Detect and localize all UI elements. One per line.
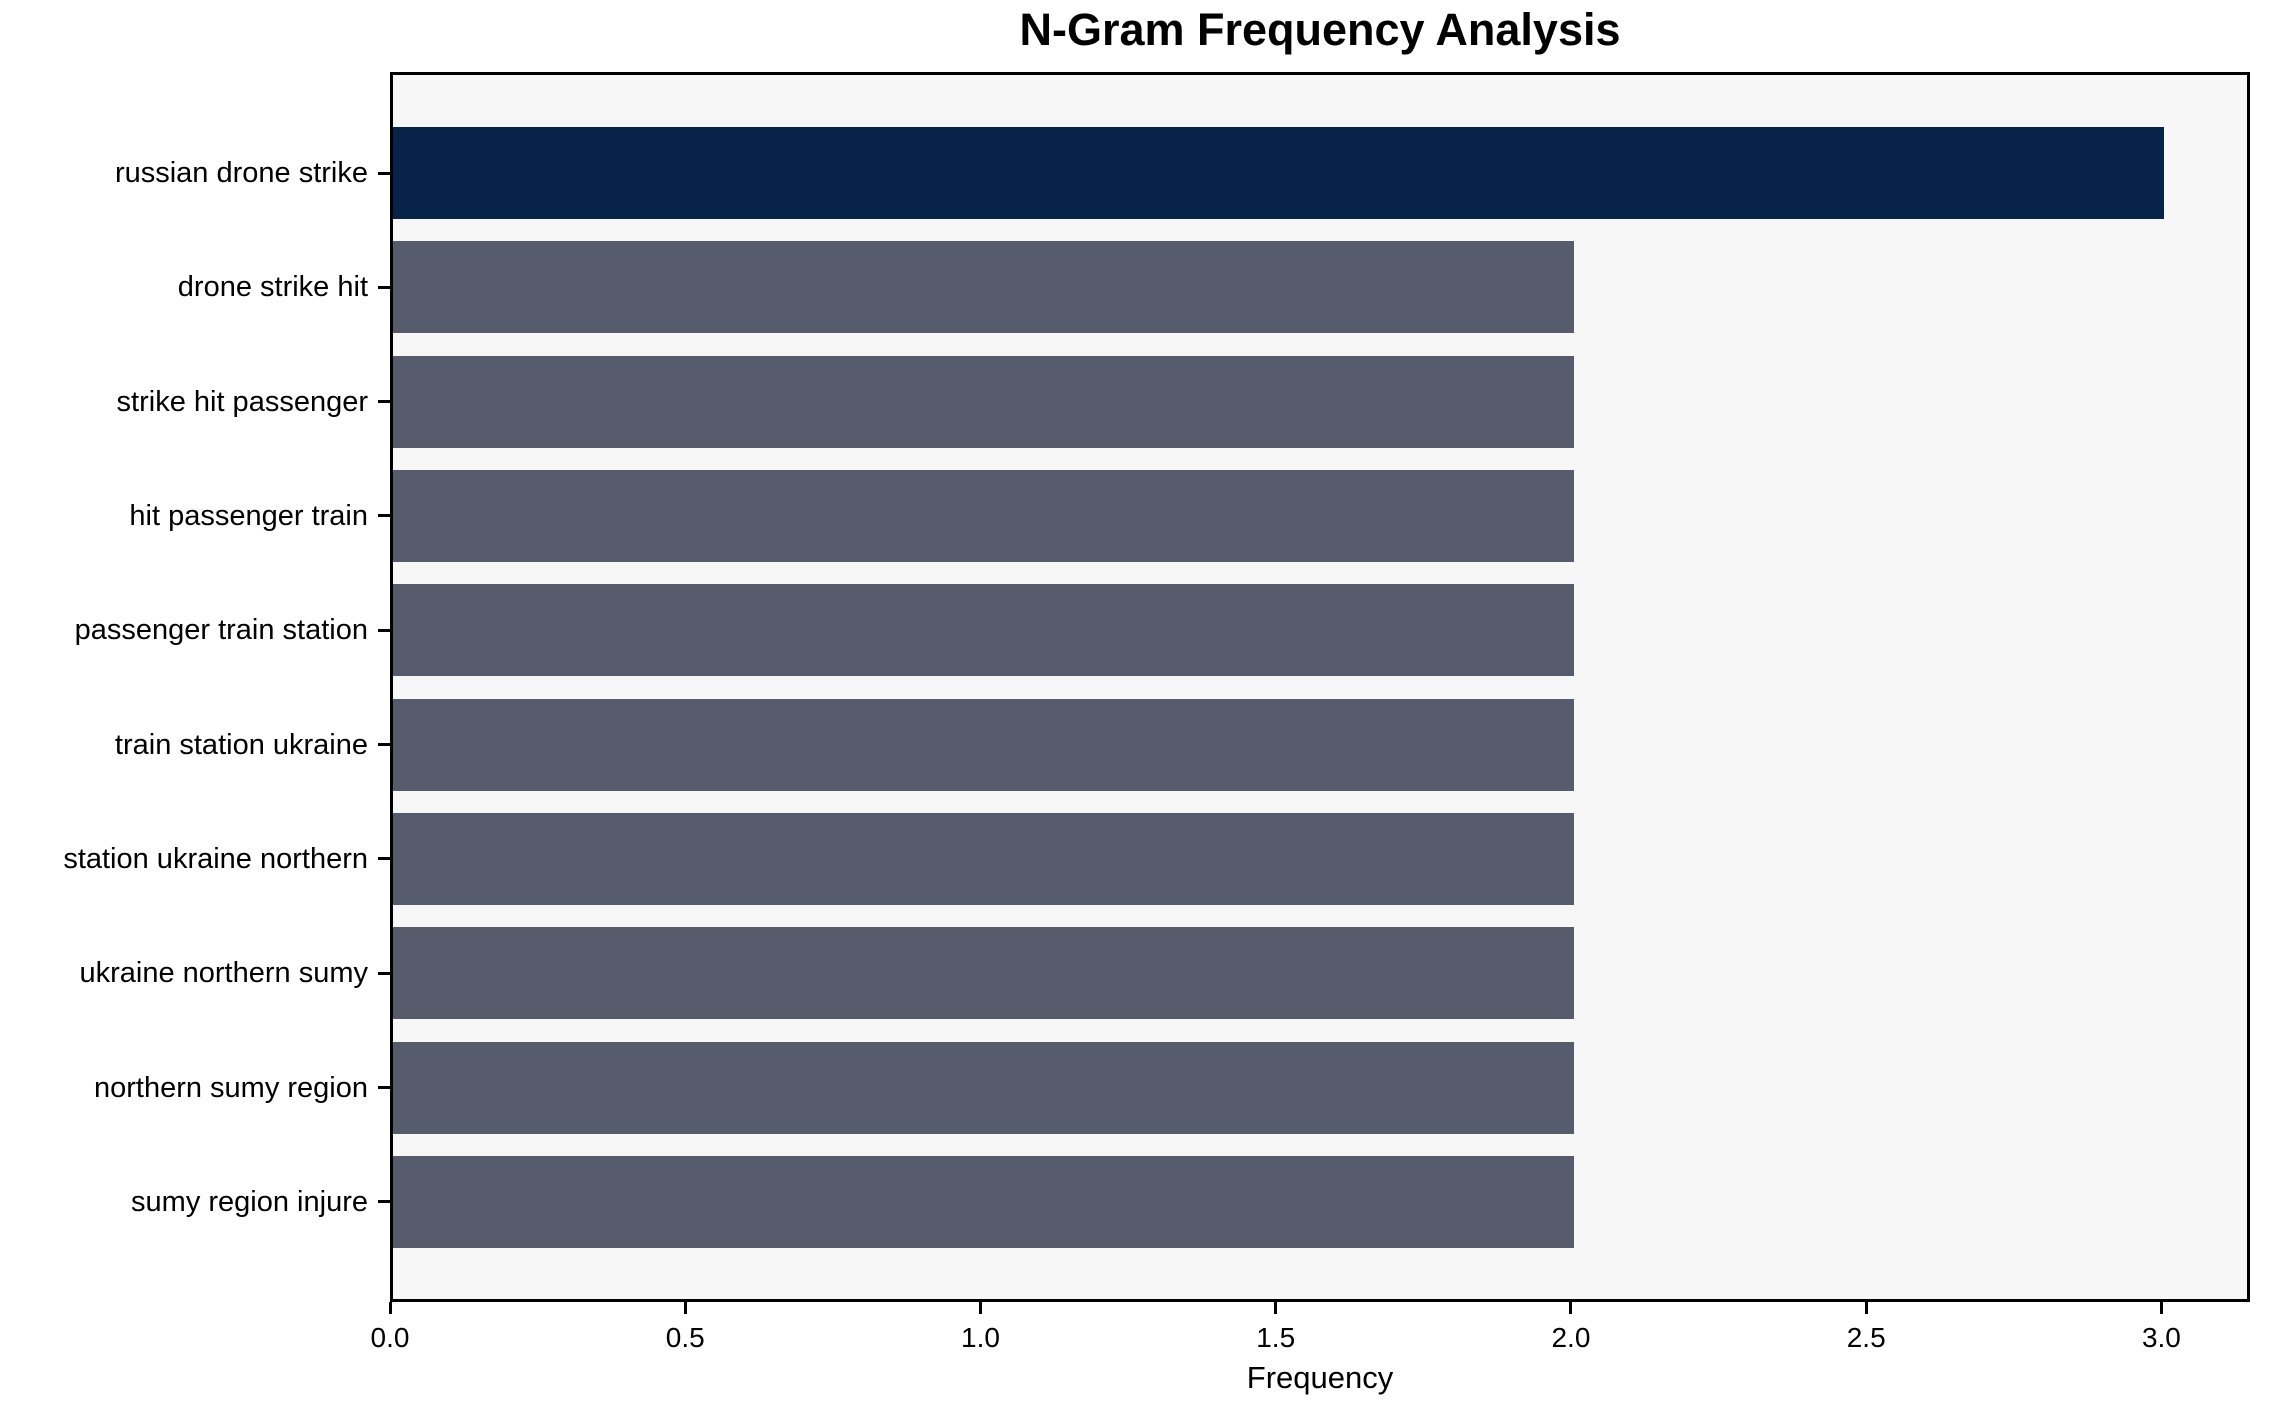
y-tick-mark (378, 171, 390, 175)
y-tick-label: russian drone strike (114, 157, 368, 189)
y-tick-label: northern sumy region (93, 1071, 368, 1104)
y-tick-label: hit passenger train (129, 499, 368, 532)
x-tick-mark (388, 1302, 392, 1314)
bar (393, 812, 1574, 905)
y-tick-mark (378, 514, 390, 518)
bar (393, 1041, 1574, 1134)
bar (393, 127, 2165, 219)
y-tick-mark (378, 1200, 390, 1204)
plot-area (390, 72, 2250, 1302)
x-tick-label: 3.0 (2141, 1322, 2181, 1353)
y-tick-mark (378, 971, 390, 975)
y-tick-label: sumy region injure (131, 1185, 368, 1218)
x-tick-mark (2159, 1302, 2163, 1314)
x-tick-label: 2.5 (1846, 1322, 1886, 1353)
bar (393, 469, 1574, 562)
bar (393, 584, 1574, 677)
x-tick-label: 0.5 (665, 1322, 705, 1353)
y-tick-label: strike hit passenger (116, 385, 368, 418)
x-tick-label: 1.0 (961, 1322, 1000, 1353)
x-tick-label: 0.0 (370, 1322, 410, 1353)
x-tick-mark (1569, 1302, 1573, 1314)
bar (393, 241, 1574, 334)
y-tick-label: station ukraine northern (63, 842, 368, 875)
x-tick-mark (683, 1302, 687, 1314)
x-tick-mark (1864, 1302, 1868, 1314)
y-tick-label: passenger train station (74, 614, 368, 647)
y-tick-mark (378, 1086, 390, 1090)
bar (393, 355, 1574, 448)
y-tick-mark (378, 628, 390, 632)
x-tick-mark (1274, 1302, 1278, 1314)
x-tick-label: 1.5 (1256, 1322, 1296, 1353)
y-tick-label: drone strike hit (177, 271, 368, 304)
bar (393, 698, 1574, 791)
y-tick-mark (378, 857, 390, 861)
x-axis-label: Frequency (1246, 1360, 1394, 1395)
x-tick-label: 2.0 (1551, 1322, 1591, 1353)
y-tick-label: train station ukraine (114, 728, 368, 761)
y-tick-mark (378, 285, 390, 289)
y-tick-label: ukraine northern sumy (79, 957, 368, 990)
y-tick-mark (378, 743, 390, 747)
y-tick-mark (378, 400, 390, 404)
x-tick-mark (978, 1302, 982, 1314)
chart-title: N-Gram Frequency Analysis (1019, 4, 1621, 55)
bar (393, 1155, 1574, 1248)
bar (393, 927, 1574, 1020)
